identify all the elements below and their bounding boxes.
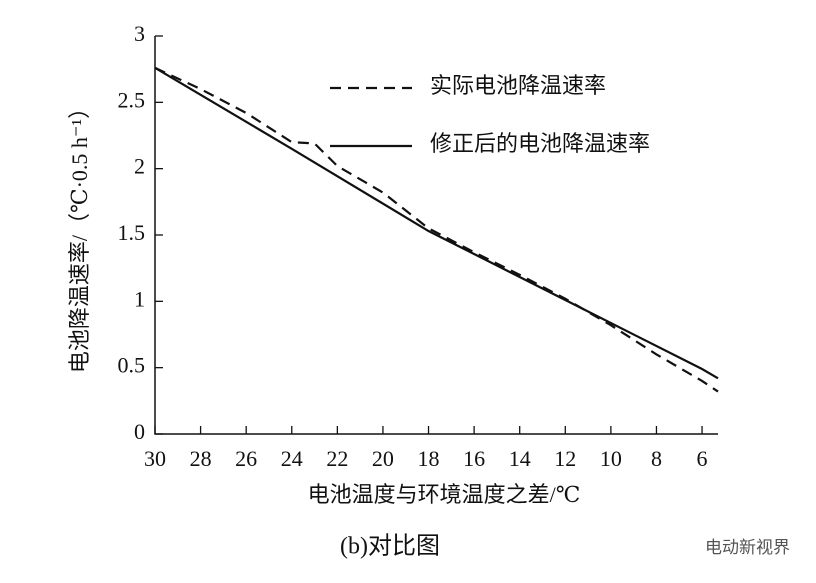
y-tick-label: 0 <box>134 419 145 444</box>
y-tick-label: 1 <box>134 286 145 311</box>
y-axis-label: 电池降温速率/（℃·0.5 h⁻¹） <box>67 97 92 373</box>
x-tick-label: 22 <box>326 446 348 471</box>
x-axis-label: 电池温度与环境温度之差/℃ <box>308 482 581 507</box>
watermark: 电动新视界 <box>705 538 790 558</box>
x-tick-label: 6 <box>697 446 708 471</box>
x-tick-label: 12 <box>554 446 576 471</box>
x-tick-label: 18 <box>418 446 440 471</box>
x-tick-label: 8 <box>651 446 662 471</box>
y-tick-label: 3 <box>134 21 145 46</box>
x-tick-label: 24 <box>281 446 303 471</box>
x-tick-label: 16 <box>463 446 485 471</box>
x-tick-label: 20 <box>372 446 394 471</box>
x-tick-label: 30 <box>144 446 166 471</box>
x-tick-label: 10 <box>600 446 622 471</box>
x-tick-label: 26 <box>235 446 257 471</box>
y-tick-label: 2 <box>134 154 145 179</box>
data-line <box>154 66 719 393</box>
x-tick-label: 14 <box>509 446 531 471</box>
y-tick-label: 2.5 <box>118 87 146 112</box>
legend-label: 修正后的电池降温速率 <box>430 131 650 156</box>
caption: (b)对比图 <box>340 533 440 560</box>
y-tick-label: 0.5 <box>118 353 146 378</box>
y-tick-label: 1.5 <box>118 220 146 245</box>
data-line <box>154 66 719 380</box>
x-tick-label: 28 <box>190 446 212 471</box>
legend-label: 实际电池降温速率 <box>430 73 606 98</box>
